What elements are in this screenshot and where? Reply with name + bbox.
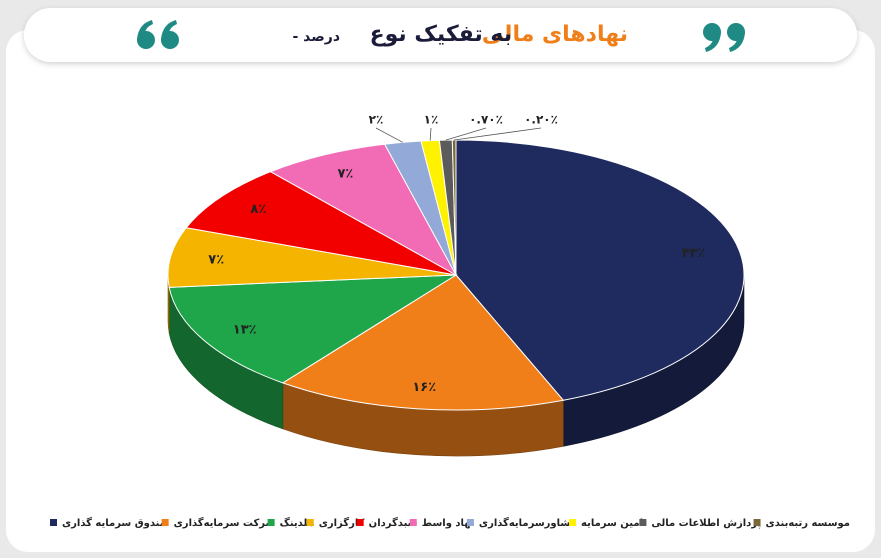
data-label: ۱٪: [424, 113, 439, 127]
quote-right: [703, 23, 745, 52]
slice: [281, 274, 565, 411]
slice: [185, 171, 457, 276]
legend-swatch: [466, 519, 474, 526]
title-highlight: نهادهای مالی: [482, 22, 628, 47]
legend-label: سبدگردان: [369, 516, 418, 529]
legend-swatch: [161, 519, 169, 526]
slice: [455, 139, 745, 401]
data-label: ۲٪: [369, 113, 384, 127]
legend-swatch: [639, 519, 647, 526]
legend-swatch: [356, 519, 364, 526]
legend-swatch: [569, 519, 577, 526]
header-bar: [24, 8, 857, 62]
data-label: ۰.۷۰٪: [469, 113, 503, 127]
legend: صندوق سرمایه گذاری شرکت سرمایه‌گذاری هلدین…: [50, 516, 850, 529]
legend-label: صندوق سرمایه گذاری: [62, 516, 169, 529]
quote-left: [137, 20, 179, 49]
legend-swatch: [409, 519, 417, 526]
legend-label: شرکت سرمایه‌گذاری: [174, 516, 276, 529]
data-label: ۱۳٪: [233, 323, 257, 338]
data-label: ۴۳٪: [682, 246, 706, 261]
data-label: ۸٪: [250, 202, 266, 217]
pie-tops: [167, 139, 745, 411]
slice: [269, 143, 458, 277]
legend-label: موسسه رتبه‌بندی: [766, 518, 850, 529]
leader-line: [445, 127, 487, 141]
chart-title: به تفکیک نوع: [370, 22, 512, 47]
legend-label: پردازش اطلاعات مالی: [651, 518, 761, 529]
chart-subtitle: - درصد: [292, 29, 340, 45]
data-label: ۷٪: [208, 252, 224, 267]
slice: [168, 274, 458, 384]
slice: [167, 227, 457, 288]
legend-label: هلدینگ: [280, 517, 315, 529]
legend-swatch: [267, 519, 275, 526]
leader-line: [454, 127, 542, 141]
legend-label: نهاد واسط: [422, 518, 475, 529]
legend-swatch: [753, 519, 761, 526]
legend-swatch: [50, 519, 57, 526]
legend-label: مشاورسرمایه‌گذاری: [479, 516, 577, 529]
data-label: ۰.۲۰٪: [524, 113, 558, 127]
leader-line: [429, 127, 432, 141]
leader-line: [375, 127, 403, 143]
legend-swatch: [306, 519, 314, 526]
legend-label: تامین سرمایه: [581, 518, 647, 529]
data-label: ۱۶٪: [412, 380, 436, 395]
data-label: ۷٪: [337, 167, 353, 182]
legend-label: کارگزاری: [319, 516, 365, 529]
pie-labels: ۴۳٪ ۱۶٪ ۱۳٪ ۷٪ ۸٪ ۷٪ ۲٪ ۱٪ ۰.۷۰٪ ۰.۲۰٪: [208, 113, 705, 395]
